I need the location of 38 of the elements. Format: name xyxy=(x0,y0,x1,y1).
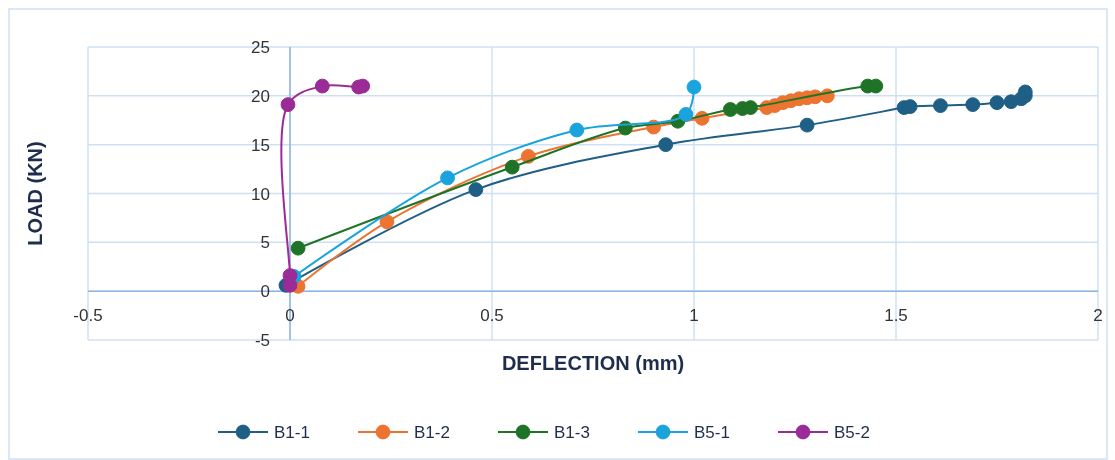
x-tick-label: 0.5 xyxy=(480,306,504,326)
point xyxy=(722,102,738,117)
y-tick-label: 5 xyxy=(260,233,270,253)
point xyxy=(280,97,296,113)
y-tick-label: 20 xyxy=(251,86,270,106)
y-tick-label: 25 xyxy=(251,38,270,57)
x-tick-label: 2 xyxy=(1093,306,1103,326)
x-tick-label: -0.5 xyxy=(73,306,103,326)
point xyxy=(504,159,520,175)
x-axis-title: DEFLECTION (mm) xyxy=(501,352,685,374)
point xyxy=(290,240,306,256)
point xyxy=(989,95,1005,111)
point xyxy=(440,170,455,186)
x-tick-label: 1.5 xyxy=(884,306,908,326)
y-tick-label: 15 xyxy=(251,135,270,155)
legend-label: B1-1 xyxy=(274,423,310,442)
y-tick-label: 0 xyxy=(260,282,270,302)
legend-label: B1-3 xyxy=(554,423,590,442)
point xyxy=(314,78,330,94)
legend-label: B5-2 xyxy=(834,423,870,442)
point xyxy=(379,214,395,230)
legend-label: B5-1 xyxy=(694,423,730,442)
y-axis-title: LOAD (KN) xyxy=(24,141,46,246)
point xyxy=(678,106,694,122)
point xyxy=(468,182,484,197)
y-tick-label: 10 xyxy=(251,184,270,204)
x-tick-label: 0 xyxy=(285,306,295,326)
x-tick-label: 1 xyxy=(689,306,699,326)
point xyxy=(965,97,981,113)
point xyxy=(799,117,815,133)
point xyxy=(686,79,702,95)
point xyxy=(658,137,674,153)
point xyxy=(743,100,758,115)
point xyxy=(933,98,948,113)
point xyxy=(569,122,585,138)
y-tick-label: -5 xyxy=(254,331,270,350)
point xyxy=(282,268,298,283)
legend-label: B1-2 xyxy=(414,423,450,442)
